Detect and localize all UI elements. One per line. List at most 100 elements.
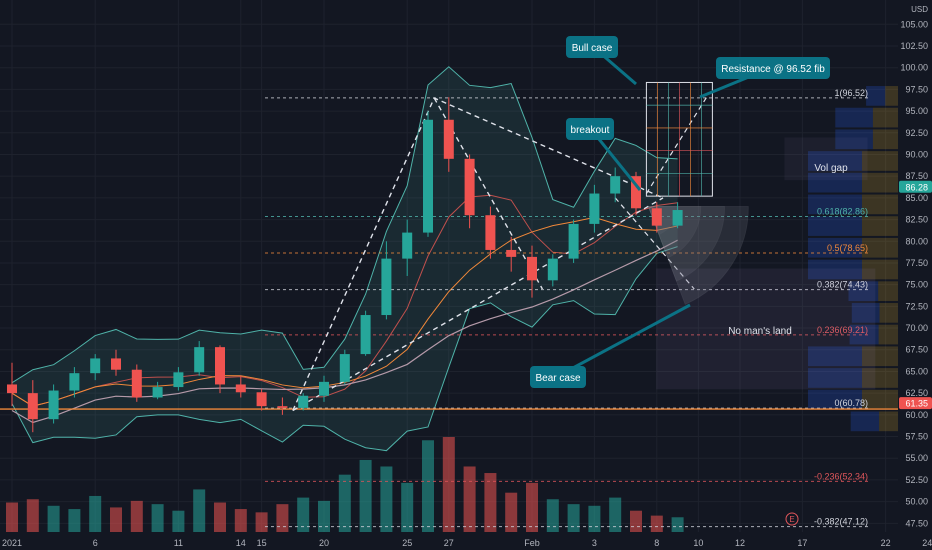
price-tick-label: 90.00 — [905, 149, 928, 159]
volume-profile-down — [862, 346, 898, 367]
time-axis[interactable]: 2021 6 11 14 15 20 25 27 Feb 3 8 10 12 17 22 24 E — [0, 512, 932, 550]
candle-body — [464, 158, 475, 216]
bull-path — [645, 93, 710, 194]
candle-body — [360, 315, 371, 355]
price-tick-label: 100.00 — [900, 63, 928, 73]
volume-profile-down — [862, 194, 898, 215]
price-tick-label: 72.50 — [905, 301, 928, 311]
callout-box — [716, 57, 830, 79]
volume-bar — [318, 500, 330, 532]
volume-profile-down — [862, 389, 898, 410]
volume-bar — [671, 517, 684, 532]
price-tick-label: 97.50 — [905, 84, 928, 94]
candle-body — [111, 358, 121, 370]
price-tick-label: 62.50 — [905, 388, 928, 398]
vol-gap-box — [784, 137, 868, 181]
volume-bar — [546, 499, 559, 532]
price-tick-label: 67.50 — [905, 345, 928, 355]
time-tick-label: 24 — [922, 538, 932, 548]
time-tick-label: 20 — [319, 538, 329, 548]
volume-profile-up — [808, 216, 862, 236]
volume-bar — [68, 509, 81, 532]
time-tick-label: 25 — [402, 538, 412, 548]
candle-body — [651, 208, 662, 226]
volume-bar — [609, 497, 622, 532]
candle-body — [381, 258, 392, 316]
volume-profile-down — [885, 86, 898, 106]
time-axis-background — [0, 532, 932, 550]
candle-body — [610, 176, 621, 194]
price-tick-label: 77.50 — [905, 258, 928, 268]
time-tick-label: 6 — [93, 538, 98, 548]
candle-body — [152, 387, 163, 398]
price-tick-label: 82.50 — [905, 215, 928, 225]
candle-body — [339, 354, 350, 382]
bollinger-upper — [11, 66, 678, 384]
candle-body — [69, 373, 80, 391]
price-tag — [899, 180, 932, 193]
volume-bar — [567, 504, 580, 532]
volume-profile-down — [878, 324, 898, 345]
fib-label: 0.236(69.21) — [817, 325, 868, 335]
volume-profile-down — [862, 172, 898, 193]
volume-bar — [505, 492, 518, 532]
fibonacci-levels: 1(96.52) 0.618(82.86) 0.5(78.65) 0.382(74.4… — [0, 88, 898, 528]
annotation-label: No man's land — [728, 326, 792, 337]
time-tick-label: 8 — [654, 538, 659, 548]
volume-bar — [484, 473, 497, 532]
ma-line — [11, 239, 678, 424]
volume-bar — [338, 474, 351, 532]
bollinger-fill — [12, 66, 678, 451]
time-tick-label: 17 — [797, 538, 807, 548]
candle-body — [48, 390, 59, 420]
time-tick-label: 15 — [257, 538, 267, 548]
price-tick-label: 105.00 — [900, 19, 928, 29]
candle-body — [131, 369, 142, 398]
candle-body — [215, 347, 225, 385]
price-tag-label: 86.28 — [905, 182, 928, 192]
time-tick-label: 3 — [592, 538, 597, 548]
callout-box — [530, 366, 586, 388]
volume-profile-up — [866, 86, 886, 106]
price-axis-background — [898, 0, 932, 550]
volume-profile-up — [835, 129, 873, 150]
candle-body — [7, 384, 17, 394]
volume-profile-up — [851, 303, 880, 323]
fib-label: 1(96.52) — [834, 88, 868, 98]
price-tick-label: 95.00 — [905, 106, 928, 116]
time-tick-label: 22 — [881, 538, 891, 548]
volume-bar — [630, 510, 642, 532]
volume-bar — [234, 509, 247, 532]
candle-body — [443, 119, 454, 159]
volume-profile-down — [862, 216, 898, 236]
volume-profile-up — [808, 172, 862, 193]
volume-profile-up — [808, 259, 862, 280]
volume-bar — [110, 507, 122, 532]
volume-profile-down — [862, 151, 898, 171]
fib-label: 0.618(82.86) — [817, 206, 868, 216]
volume-bar — [193, 489, 206, 532]
bear-path — [614, 197, 695, 290]
volume-profile-down — [878, 281, 898, 302]
volume-bar — [6, 502, 18, 532]
candle-body — [485, 215, 496, 250]
volume-bar — [401, 482, 414, 532]
volume-profile-up — [835, 107, 873, 128]
callout-label: Resistance @ 96.52 fib — [721, 64, 825, 75]
volume-profile-down — [872, 129, 898, 150]
time-tick-label: 27 — [444, 538, 454, 548]
volume-bar — [172, 510, 185, 532]
volume-bar — [588, 505, 601, 532]
currency-label: USD — [911, 5, 928, 14]
fib-label: -0.382(47.12) — [814, 517, 868, 527]
volume-bar — [276, 504, 289, 532]
candle-body — [631, 176, 641, 209]
fib-label: 0.382(74.43) — [817, 280, 868, 290]
volume-profile-up — [808, 151, 862, 171]
callout-box — [566, 118, 614, 140]
callout-box — [566, 36, 618, 58]
volume-bar — [26, 499, 39, 532]
volume-bar — [380, 466, 393, 532]
price-axis[interactable]: USD 105.00 102.50 100.00 97.50 95.00 92.50 90.0… — [898, 0, 932, 550]
